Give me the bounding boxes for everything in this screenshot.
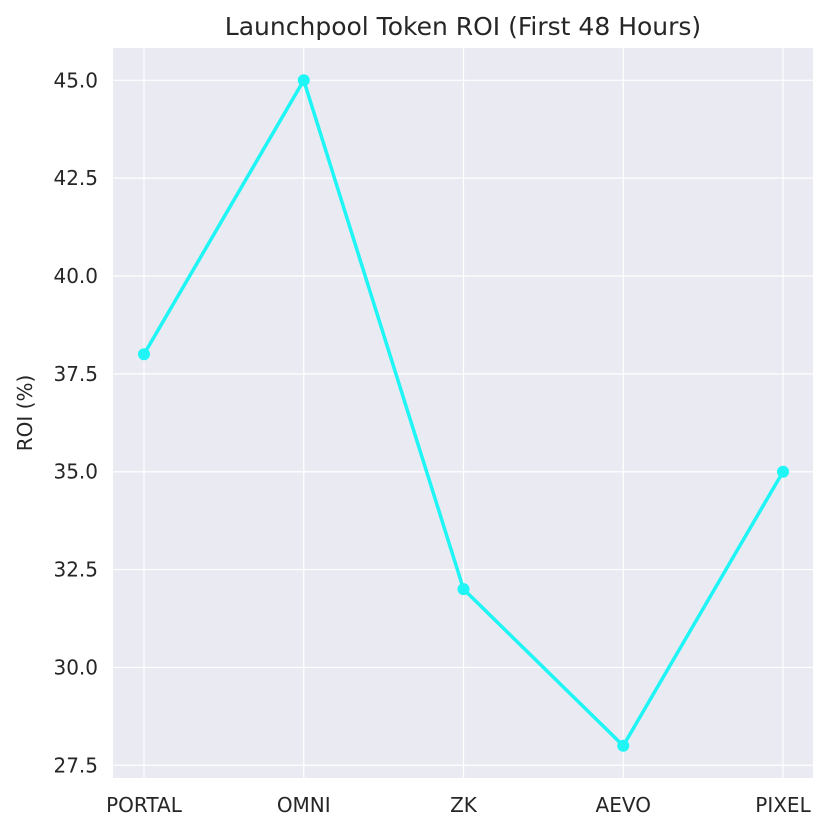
chart-title: Launchpool Token ROI (First 48 Hours) — [225, 12, 701, 41]
x-tick-label: ZK — [450, 793, 478, 817]
data-point — [138, 348, 150, 361]
tick-labels: 27.5 30.0 32.5 35.0 37.5 40.0 42.5 45.0 PORTAL OM… — [53, 68, 811, 817]
data-point — [777, 465, 789, 478]
y-axis-label: ROI (%) — [13, 375, 37, 452]
y-tick-label: 30.0 — [53, 655, 98, 679]
y-tick-label: 45.0 — [53, 68, 98, 92]
x-tick-label: OMNI — [277, 793, 331, 817]
y-tick-label: 40.0 — [53, 264, 98, 288]
y-tick-label: 35.0 — [53, 460, 98, 484]
y-tick-label: 42.5 — [53, 166, 98, 190]
data-point — [617, 739, 630, 752]
y-tick-label: 32.5 — [53, 558, 98, 582]
grid-lines — [113, 48, 813, 778]
y-tick-label: 37.5 — [53, 362, 98, 386]
x-tick-label: PORTAL — [106, 793, 183, 817]
x-tick-label: PIXEL — [755, 793, 811, 817]
series-layer — [138, 74, 789, 752]
x-tick-label: AEVO — [596, 793, 651, 817]
data-point — [457, 583, 470, 596]
y-tick-label: 27.5 — [53, 753, 98, 777]
data-point — [297, 74, 310, 87]
